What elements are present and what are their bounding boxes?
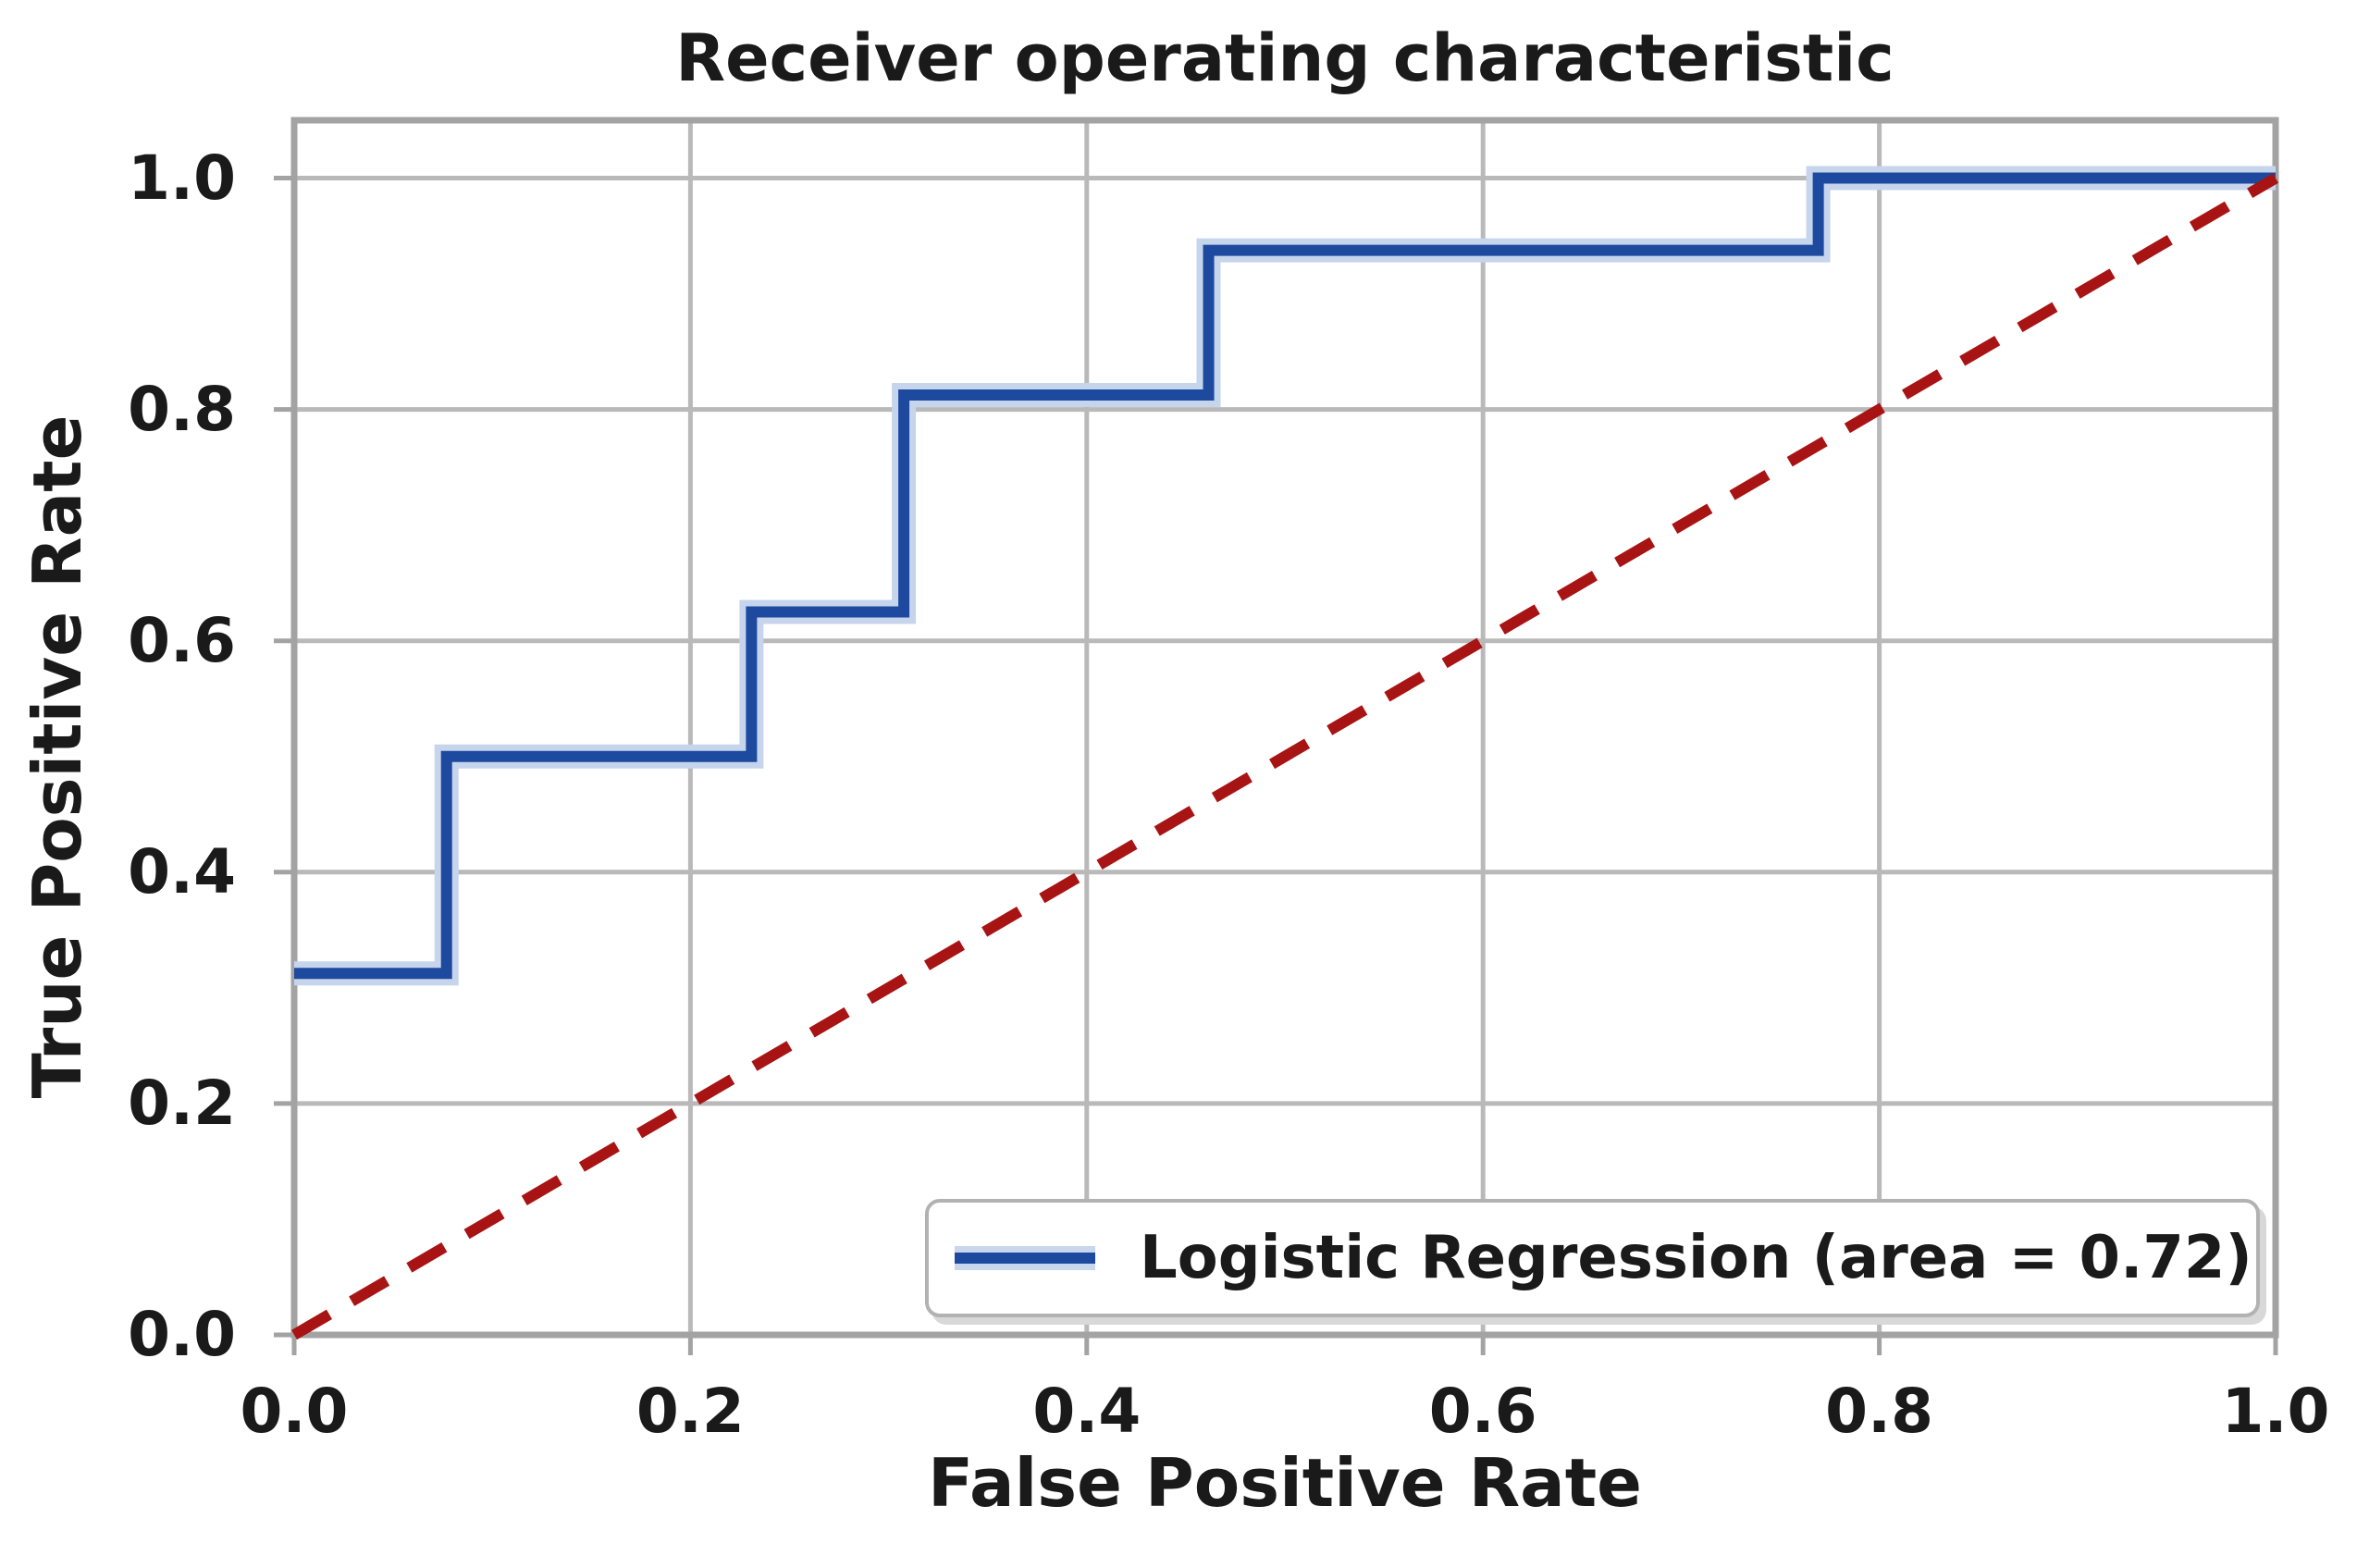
y-tick-label: 0.4 <box>128 835 236 907</box>
y-tick-label: 0.2 <box>128 1067 236 1139</box>
x-tick-label: 1.0 <box>2221 1376 2330 1447</box>
roc-curve-halo <box>294 166 2276 986</box>
x-tick-label: 0.4 <box>1032 1376 1141 1447</box>
y-axis-label: True Positive Rate <box>19 414 96 1099</box>
y-tick-label: 0.6 <box>128 604 236 676</box>
legend-label: Logistic Regression (area = 0.72) <box>1140 1224 2252 1292</box>
x-axis-label: False Positive Rate <box>928 1444 1642 1522</box>
legend-box: Logistic Regression (area = 0.72) <box>925 1199 2260 1317</box>
x-tick-label: 0.0 <box>240 1376 349 1447</box>
x-tick-label: 0.2 <box>636 1376 745 1447</box>
roc-curve <box>294 172 2276 980</box>
x-tick-label: 0.8 <box>1825 1376 1934 1447</box>
chance-diagonal-line <box>290 173 2279 1340</box>
y-tick-label: 1.0 <box>128 142 236 214</box>
legend-line-sample <box>955 1253 1095 1264</box>
axes-frame <box>290 117 2279 1339</box>
y-tick-label: 0.8 <box>128 373 236 445</box>
y-tick-label: 0.0 <box>128 1299 236 1370</box>
x-tick-label: 0.6 <box>1428 1376 1537 1447</box>
chart-title: Receiver operating characteristic <box>675 20 1894 96</box>
